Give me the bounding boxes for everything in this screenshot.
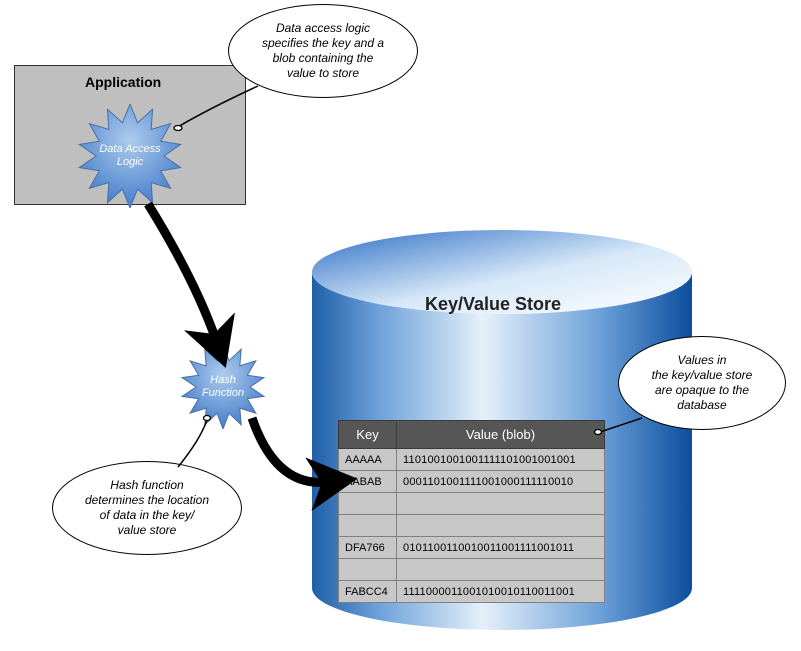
- callout-right-tail: [0, 0, 801, 651]
